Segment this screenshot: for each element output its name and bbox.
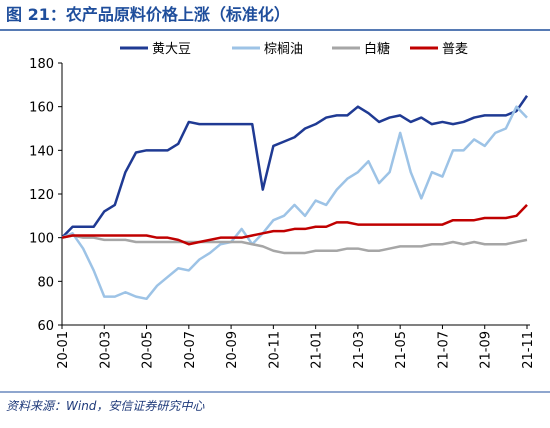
legend-label: 黄大豆	[152, 42, 191, 57]
x-tick-label: 20-01	[56, 331, 71, 369]
x-tick-label: 21-03	[352, 331, 367, 369]
x-tick-label: 21-11	[521, 331, 536, 369]
y-tick-label: 140	[29, 144, 54, 159]
x-tick-label: 21-07	[436, 331, 451, 369]
series-line	[61, 95, 529, 239]
legend-label: 白糖	[364, 41, 390, 57]
source: 资料来源：Wind，安信证券研究中心	[6, 399, 205, 413]
x-tick-label: 20-07	[183, 331, 198, 369]
series-line	[61, 234, 528, 255]
series-line	[61, 204, 528, 246]
legend-label: 棕榈油	[264, 42, 303, 57]
y-tick-label: 180	[29, 57, 54, 72]
x-tick-label: 21-05	[394, 331, 409, 369]
x-tick-label: 20-05	[141, 331, 156, 369]
x-tick-label: 20-09	[225, 331, 240, 369]
y-tick-label: 100	[29, 232, 54, 247]
y-tick-label: 160	[29, 101, 54, 116]
x-tick-label: 20-03	[98, 331, 113, 369]
y-tick-label: 60	[37, 319, 54, 334]
chart-title: 图 21：农产品原料价格上涨（标准化）	[6, 5, 290, 24]
y-tick-label: 80	[37, 275, 54, 290]
x-tick-label: 21-09	[479, 331, 494, 369]
x-tick-label: 20-11	[267, 331, 282, 369]
y-tick-label: 120	[29, 188, 54, 203]
series-line	[61, 105, 528, 301]
x-tick-label: 21-01	[310, 331, 325, 369]
legend-label: 普麦	[442, 42, 468, 57]
